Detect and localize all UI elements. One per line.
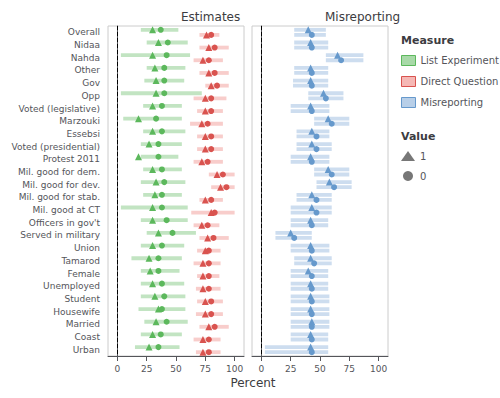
svg-text:Mil. good for dem.: Mil. good for dem. (18, 167, 100, 177)
svg-text:Essebsi: Essebsi (66, 129, 100, 139)
svg-text:50: 50 (170, 364, 182, 374)
svg-text:Percent: Percent (230, 376, 275, 390)
svg-text:Union: Union (74, 243, 100, 253)
svg-text:Mil. good for stab.: Mil. good for stab. (19, 192, 100, 202)
svg-text:Voted (presidential): Voted (presidential) (11, 142, 100, 152)
svg-text:Nidaa: Nidaa (74, 40, 100, 50)
svg-text:Officers in gov't: Officers in gov't (29, 218, 101, 228)
svg-text:Direct Question: Direct Question (421, 76, 499, 87)
svg-text:25: 25 (141, 364, 152, 374)
svg-text:Measure: Measure (401, 34, 454, 47)
svg-text:0: 0 (420, 171, 426, 182)
svg-text:Student: Student (65, 294, 101, 304)
svg-text:Value: Value (401, 130, 435, 143)
svg-text:Coast: Coast (74, 332, 100, 342)
svg-text:Other: Other (74, 65, 100, 75)
svg-text:Opp: Opp (81, 91, 100, 101)
svg-text:1: 1 (420, 151, 426, 162)
svg-text:List Experiment: List Experiment (421, 55, 500, 66)
svg-text:Overall: Overall (68, 27, 100, 37)
svg-text:Mil. good for dev.: Mil. good for dev. (22, 180, 100, 190)
svg-text:Urban: Urban (73, 345, 100, 355)
svg-text:0: 0 (259, 364, 265, 374)
svg-text:Nahda: Nahda (71, 53, 100, 63)
svg-text:Married: Married (66, 319, 100, 329)
svg-text:50: 50 (314, 364, 326, 374)
svg-text:Misreporting: Misreporting (421, 97, 484, 108)
svg-text:100: 100 (226, 364, 243, 374)
svg-text:100: 100 (370, 364, 387, 374)
svg-text:Mil. good at CT: Mil. good at CT (33, 205, 101, 215)
svg-text:Estimates: Estimates (181, 10, 240, 24)
svg-text:Female: Female (67, 269, 100, 279)
svg-text:75: 75 (200, 364, 211, 374)
svg-text:Misreporting: Misreporting (325, 10, 400, 24)
svg-text:Tamarod: Tamarod (60, 256, 100, 266)
svg-text:Marzouki: Marzouki (59, 116, 100, 126)
svg-text:Unemployed: Unemployed (43, 281, 100, 291)
svg-text:Voted (legislative): Voted (legislative) (19, 104, 100, 114)
svg-text:Housewife: Housewife (53, 307, 100, 317)
svg-text:75: 75 (344, 364, 355, 374)
svg-text:25: 25 (285, 364, 296, 374)
svg-text:Protest 2011: Protest 2011 (43, 154, 100, 164)
svg-text:0: 0 (115, 364, 121, 374)
svg-text:Served in military: Served in military (20, 230, 100, 240)
svg-text:Gov: Gov (82, 78, 100, 88)
